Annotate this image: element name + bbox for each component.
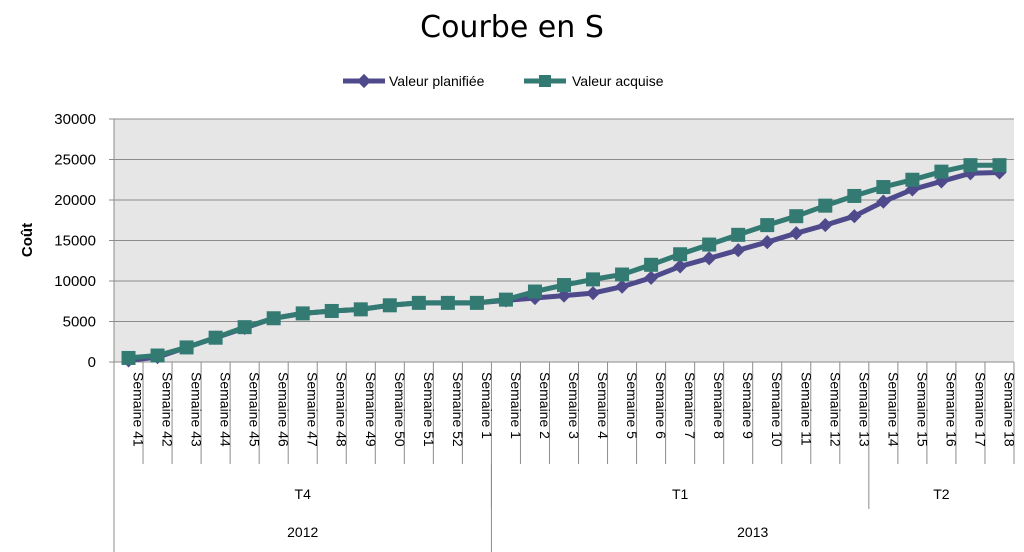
x-tick-label: Semaine 45 [247,372,263,447]
data-point-planned [731,243,746,258]
data-point-earned [469,295,484,310]
data-point-planned [585,286,601,301]
x-tick-label: Semaine 44 [218,372,234,447]
data-point-earned [295,306,310,321]
x-tick-label: Semaine 17 [972,372,988,447]
x-tick-label: Semaine 11 [798,372,814,446]
x-tick-label: Semaine 7 [682,372,698,439]
x-tick-label: Semaine 49 [363,372,379,447]
x-tick-label: Semaine 52 [450,372,466,447]
chart-title: Courbe en S [420,10,604,45]
data-point-earned [498,292,513,307]
y-tick-label: 15000 [54,233,96,250]
data-point-earned [440,295,455,310]
data-point-earned [934,164,949,179]
x-tick-label: Semaine 8 [711,372,727,439]
data-point-earned [266,311,281,326]
x-tick-label: Semaine 16 [943,372,959,447]
y-tick-label: 20000 [54,192,96,209]
data-point-earned [731,227,746,242]
x-axis: Semaine 41 Semaine 42 Semaine 43 Semaine 44… [113,361,1017,552]
data-point-planned [702,251,717,266]
data-point-planned [818,218,833,233]
data-point-planned [847,209,862,224]
data-point-planned [614,279,630,294]
data-point-earned [905,172,920,187]
data-point-planned [644,270,659,285]
legend-label-earned: Valeur acquise [572,73,664,89]
x-tick-label: Semaine 1 [508,372,524,439]
x-tick-label: Semaine 48 [334,372,350,447]
data-point-planned [876,194,891,209]
x-tick-label: Semaine 13 [856,372,872,447]
x-tick-label: Semaine 15 [914,372,930,447]
data-point-earned [644,257,659,272]
data-point-earned [353,302,368,317]
data-point-earned [382,298,397,313]
x-tick-label: Semaine 42 [160,372,176,447]
data-point-earned [586,272,601,287]
x-tick-label: Semaine 14 [885,372,901,447]
x-tick-label: Semaine 6 [653,372,669,439]
x-tick-label: Semaine 10 [769,372,785,447]
data-point-earned [615,267,630,282]
data-point-earned [527,284,542,299]
data-point-planned [789,226,804,241]
data-point-planned [760,235,775,250]
x-tick-label: Semaine 12 [827,372,843,447]
legend-marker-earned [539,75,551,87]
data-point-earned [760,218,775,233]
data-point-earned [963,158,978,173]
data-point-earned [150,348,165,363]
data-point-earned [411,295,426,310]
y-tick-label: 30000 [54,111,96,128]
data-point-earned [179,340,194,355]
x-tick-label: Semaine 51 [421,372,437,447]
x-tick-label: Semaine 2 [537,372,553,439]
data-point-earned [557,278,571,293]
year-label: 2012 [287,524,318,540]
x-tick-label: Semaine 4 [595,372,611,439]
x-tick-label: Semaine 18 [1001,372,1017,447]
quarter-label: T4 [295,486,312,502]
x-tick-label: Semaine 43 [189,372,205,447]
x-tick-label: Semaine 46 [276,372,292,447]
data-point-earned [673,247,688,262]
x-tick-label: Semaine 5 [624,372,640,439]
quarter-label: T1 [672,486,689,502]
data-point-earned [789,209,804,224]
x-tick-label: Semaine 50 [392,372,408,447]
data-point-earned [876,180,891,195]
data-point-earned [208,330,223,345]
data-point-earned [847,188,862,203]
x-tick-label: Semaine 47 [305,372,321,447]
legend-label-planned: Valeur planifiée [389,73,485,89]
data-point-earned [992,158,1007,173]
data-point-earned [818,198,833,213]
quarter-label: T2 [933,486,950,502]
data-point-earned [121,350,136,365]
x-tick-label: Semaine 41 [131,372,147,447]
data-point-earned [237,320,252,335]
y-tick-label: 25000 [54,152,96,169]
y-axis-label: Coût [19,223,36,257]
data-point-planned [673,259,688,274]
x-tick-label: Semaine 3 [566,372,582,439]
series-layer [121,158,1007,368]
y-axis-ticks: 0 5000 10000 15000 20000 25000 30000 [54,111,115,371]
y-tick-label: 5000 [63,314,96,331]
x-tick-label: Semaine 9 [740,372,756,439]
y-tick-label: 10000 [54,273,96,290]
legend-marker-planned [356,73,372,89]
x-tick-label: Semaine 1 [479,372,495,439]
y-tick-label: 0 [88,354,96,371]
data-point-earned [702,237,717,252]
legend: Valeur planifiée Valeur acquise [343,73,664,89]
data-point-earned [324,303,339,318]
year-label: 2013 [737,524,768,540]
